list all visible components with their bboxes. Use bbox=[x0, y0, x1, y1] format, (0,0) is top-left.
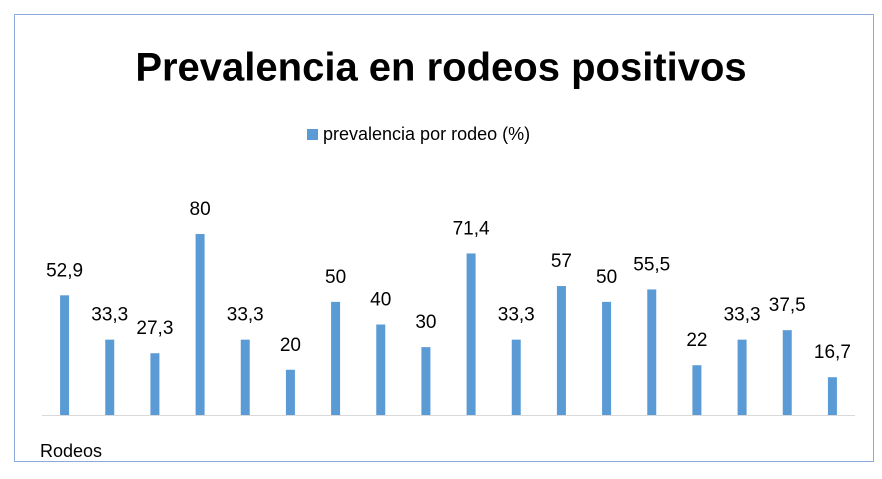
data-label: 33,3 bbox=[724, 305, 761, 326]
bar bbox=[285, 369, 295, 415]
bar bbox=[60, 295, 70, 415]
data-label: 20 bbox=[280, 335, 301, 356]
data-label: 71,4 bbox=[453, 218, 490, 239]
data-label: 55,5 bbox=[633, 254, 670, 275]
data-label: 27,3 bbox=[136, 318, 173, 339]
bar bbox=[511, 339, 521, 415]
bar bbox=[421, 347, 431, 415]
bar bbox=[105, 339, 115, 415]
bar bbox=[331, 301, 341, 415]
bar bbox=[150, 353, 160, 415]
data-label: 16,7 bbox=[814, 342, 851, 363]
bar bbox=[602, 301, 612, 415]
data-label: 50 bbox=[325, 267, 346, 288]
data-label: 80 bbox=[190, 199, 211, 220]
bar bbox=[195, 234, 205, 415]
bar bbox=[782, 330, 792, 415]
bar bbox=[827, 377, 837, 415]
x-axis-label: Rodeos bbox=[40, 441, 102, 461]
data-label: 33,3 bbox=[91, 305, 128, 326]
data-label: 57 bbox=[551, 251, 572, 272]
data-label: 50 bbox=[596, 267, 617, 288]
data-label: 22 bbox=[686, 330, 707, 351]
bar bbox=[466, 253, 476, 415]
bar bbox=[240, 339, 250, 415]
chart-title: Prevalencia en rodeos positivos bbox=[135, 46, 746, 90]
legend-swatch bbox=[307, 129, 318, 140]
bar bbox=[376, 324, 386, 415]
legend-label: prevalencia por rodeo (%) bbox=[323, 124, 530, 144]
bar bbox=[737, 339, 747, 415]
data-label: 33,3 bbox=[227, 305, 264, 326]
bar bbox=[692, 365, 702, 415]
bar bbox=[556, 286, 566, 415]
data-label: 52,9 bbox=[46, 260, 83, 281]
data-label: 33,3 bbox=[498, 305, 535, 326]
bar bbox=[647, 289, 657, 415]
data-label: 37,5 bbox=[769, 295, 806, 316]
data-label: 30 bbox=[415, 312, 436, 333]
data-label: 40 bbox=[370, 290, 391, 311]
